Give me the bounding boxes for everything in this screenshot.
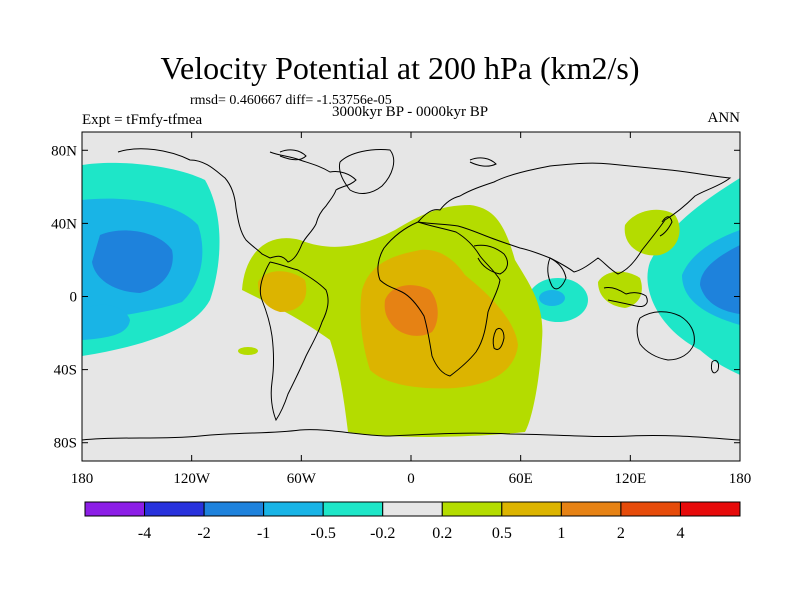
coast-greenland: [339, 149, 395, 194]
y-tick-label: 80N: [51, 143, 77, 159]
contour-pos-02-easia: [624, 209, 680, 256]
colorbar-swatch: [263, 501, 324, 517]
x-tick-label: 180: [71, 471, 94, 487]
x-tick-label: 180: [729, 471, 752, 487]
colorbar-label: 1: [557, 525, 565, 542]
y-tick-label: 0: [70, 290, 78, 306]
chart-subtitle: 3000kyr BP - 0000kyr BP: [331, 104, 489, 120]
y-tick-label: 40S: [54, 363, 77, 379]
x-tick-label: 120E: [614, 471, 646, 487]
colorbar-swatch: [203, 501, 265, 517]
chart-title: Velocity Potential at 200 hPa (km2/s): [160, 50, 640, 86]
contour-neg-1-npac: [92, 230, 173, 293]
coast-south-america: [259, 261, 329, 422]
contour-neg-05-npac-lower: [82, 304, 130, 340]
colorbar-label: 0.5: [492, 525, 512, 542]
x-tick-label: 60W: [287, 471, 317, 487]
coast-antarctica: [82, 429, 740, 441]
contour-pos-05-africa: [360, 249, 518, 389]
coast-africa: [377, 221, 501, 377]
colorbar-swatch: [84, 501, 146, 517]
colorbar-swatch: [501, 501, 562, 517]
contour-pos-05-atl: [258, 271, 307, 312]
contour-neg-05-indian: [539, 290, 565, 306]
colorbar-label: 0.2: [432, 525, 452, 542]
colorbar-label: -1: [257, 525, 270, 542]
x-tick-label: 0: [407, 471, 415, 487]
colorbar-swatch: [620, 501, 681, 517]
colorbar-label: 4: [676, 525, 684, 542]
coast-arctic-islands: [279, 149, 497, 167]
season-label: ANN: [707, 110, 741, 126]
stats-text: rmsd= 0.460667 diff= -1.53756e-05: [190, 93, 392, 108]
colorbar-label: -4: [138, 525, 151, 542]
colorbar-label: -2: [197, 525, 210, 542]
y-tick-label: 80S: [54, 436, 77, 452]
coast-australia: [636, 311, 695, 361]
contour-pos-02-sepac: [238, 347, 258, 355]
coast-arabia: [473, 244, 508, 275]
x-tick-label: 60E: [509, 471, 533, 487]
y-tick-label: 40N: [51, 216, 77, 232]
axis-ticks: 180 120W 60W 0 60E 120E 180 80N 40N 0 40S 80S: [51, 132, 751, 487]
coast-new-zealand: [711, 359, 719, 374]
colorbar-swatch: [560, 501, 622, 517]
colorbar-swatch: [144, 501, 205, 517]
colorbar-swatch: [441, 501, 503, 517]
coastlines: [82, 148, 740, 441]
x-tick-label: 120W: [173, 471, 211, 487]
coast-europe-asia: [417, 162, 732, 275]
contour-pos-02-maritime: [598, 271, 642, 308]
colorbar: -4 -2 -1 -0.5 -0.2 0.2 0.5 1 2 4: [84, 501, 741, 542]
colorbar-label: -0.5: [311, 525, 336, 542]
colorbar-swatch: [679, 501, 741, 517]
contour-neg-1-wpac: [700, 245, 740, 314]
contour-pos-1-africa: [384, 285, 438, 336]
coast-maritime: [603, 287, 648, 307]
colorbar-swatch: [382, 501, 443, 517]
experiment-label: Expt = tFmfy-tfmea: [82, 112, 203, 128]
colorbar-label: 2: [617, 525, 625, 542]
coast-madagascar: [492, 327, 505, 351]
colorbar-swatch: [322, 501, 384, 517]
coast-india: [547, 257, 567, 290]
coast-japan: [659, 216, 673, 237]
anomaly-field: [82, 162, 740, 437]
colorbar-label: -0.2: [370, 525, 395, 542]
